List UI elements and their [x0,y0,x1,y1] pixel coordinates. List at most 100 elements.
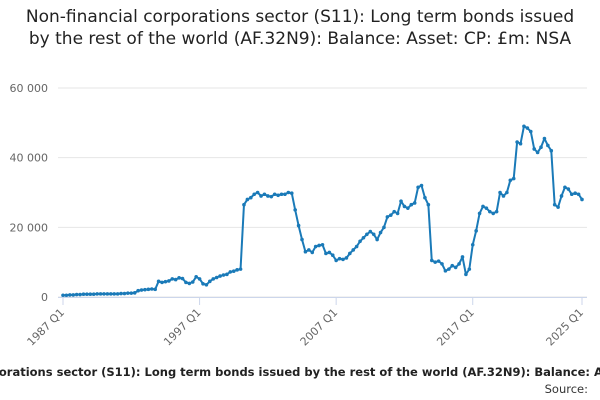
data-point [214,275,219,280]
data-point [330,253,335,257]
data-point [477,211,482,216]
data-point [293,208,297,212]
data-point [272,192,277,197]
data-point [436,259,441,263]
data-point [283,192,287,197]
data-point [416,185,420,190]
legend-entry: Non-financial corporations sector (S11):… [0,365,600,379]
data-point [532,147,536,151]
data-point [494,209,499,214]
data-point [580,197,584,202]
data-point [426,202,431,207]
data-point [307,248,311,252]
data-point [252,192,257,197]
data-point [184,280,188,285]
data-point [194,274,198,279]
data-point [481,204,485,209]
data-point [498,190,502,195]
data-point [361,235,366,240]
data-point [457,262,461,266]
data-point [317,243,321,248]
x-tick-label: 2017 Q1 [434,306,477,349]
data-point [429,258,434,263]
data-point [375,237,379,242]
data-point [341,257,345,262]
data-point [180,276,185,281]
data-point [511,176,516,181]
data-point [238,267,243,271]
data-point [464,272,468,277]
data-point [371,232,376,237]
data-point [399,199,403,204]
data-point [508,178,513,183]
data-point [218,274,222,278]
data-point [143,287,147,292]
data-point [467,267,472,271]
data-point [569,192,574,197]
data-point [95,292,99,296]
data-point [204,283,209,287]
data-point [501,194,506,198]
data-point [344,256,349,260]
data-point [170,277,175,281]
data-point [433,260,437,264]
data-point [419,183,424,188]
data-point [112,292,117,296]
data-point [385,215,390,219]
data-point [105,292,110,296]
data-point [167,279,171,283]
data-point [453,265,458,270]
data-point [197,277,202,281]
data-point [310,250,315,255]
data-point [395,211,400,216]
data-point [102,292,106,296]
data-point [388,213,393,217]
data-point [122,291,127,296]
data-point [201,281,205,286]
data-point [351,248,356,252]
data-point [259,194,263,198]
data-point [566,187,571,191]
data-point [552,202,557,207]
data-point [109,292,113,296]
data-point [163,279,168,284]
data-point [248,195,253,200]
data-point [484,206,489,210]
data-point [296,223,301,228]
data-point [262,192,267,197]
data-point [491,211,496,216]
data-point [153,287,157,292]
data-point [409,202,414,207]
data-point [320,242,325,247]
data-point [231,269,236,274]
data-point [447,267,451,271]
chart-title: Non-financial corporations sector (S11):… [25,7,575,49]
data-point [136,288,140,293]
data-point [460,255,465,259]
x-tick-label: 2007 Q1 [298,306,341,349]
data-point [74,292,79,297]
data-point [146,287,151,292]
data-point [573,191,577,195]
y-tick-label: 0 [41,291,48,304]
data-point [313,244,318,249]
data-point [190,280,195,284]
data-point [228,270,233,274]
data-point [81,292,86,297]
data-point [382,225,386,230]
data-point [208,279,212,284]
data-point [187,281,192,286]
data-point [71,293,76,297]
data-point [78,292,82,297]
data-point [68,293,72,297]
data-point [348,251,352,256]
data-point [368,229,373,234]
data-point [132,291,137,295]
data-point [269,194,274,199]
data-point [522,124,526,129]
data-point [211,277,216,281]
data-point [242,202,246,207]
data-point [337,256,342,261]
